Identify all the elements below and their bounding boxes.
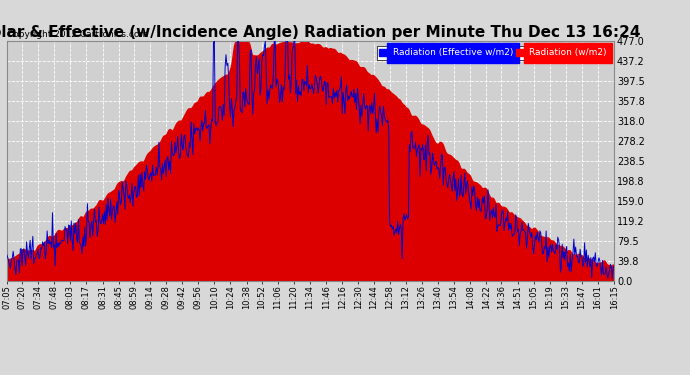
Title: Solar & Effective (w/Incidence Angle) Radiation per Minute Thu Dec 13 16:24: Solar & Effective (w/Incidence Angle) Ra… [0,25,641,40]
Legend: Radiation (Effective w/m2), Radiation (w/m2): Radiation (Effective w/m2), Radiation (w… [377,46,609,60]
Text: Copyright 2012 Cartronics.com: Copyright 2012 Cartronics.com [7,30,148,39]
